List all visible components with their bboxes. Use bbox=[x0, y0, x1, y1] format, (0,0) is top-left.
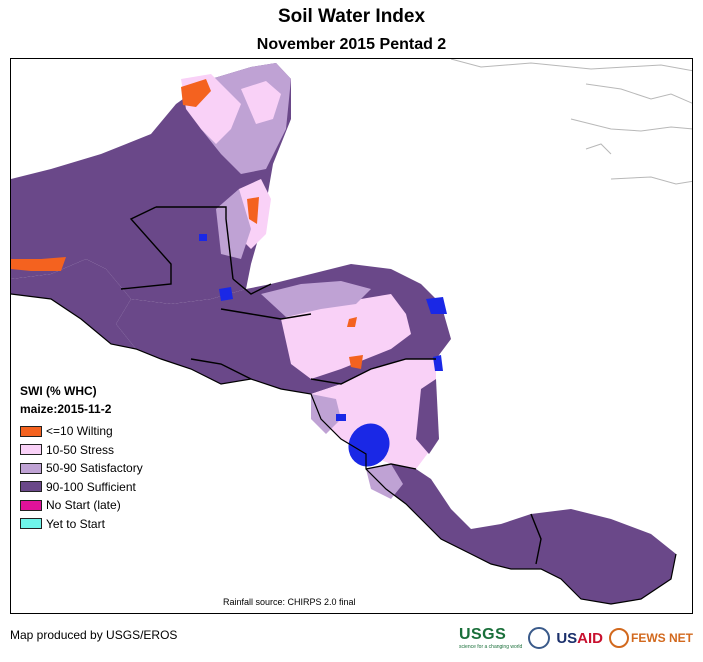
legend-swatch bbox=[20, 462, 42, 474]
usaid-logo-right: AID bbox=[577, 629, 603, 647]
map-canvas: Rainfall source: CHIRPS 2.0 final bbox=[11, 59, 692, 607]
fews-globe-icon bbox=[609, 628, 629, 648]
legend-label: <=10 Wilting bbox=[46, 424, 113, 439]
lake-nicaragua bbox=[348, 423, 390, 467]
region-satisfactory-costarica bbox=[366, 464, 403, 499]
fews-net-logo: FEWS NET bbox=[609, 628, 693, 648]
water-body bbox=[336, 414, 346, 421]
water-body bbox=[199, 234, 207, 241]
land-costarica-panama bbox=[366, 464, 676, 604]
legend-label: No Start (late) bbox=[46, 498, 121, 513]
usgs-logo-text: USGS bbox=[458, 626, 507, 643]
land-nicaragua bbox=[311, 359, 436, 469]
region-stress-honduras bbox=[281, 294, 411, 379]
legend-item: No Start (late) bbox=[20, 496, 143, 515]
country-borders bbox=[120, 206, 542, 565]
legend-label: 90-100 Sufficient bbox=[46, 479, 136, 494]
legend-label: 50-90 Satisfactory bbox=[46, 461, 143, 476]
map-frame: Rainfall source: CHIRPS 2.0 final bbox=[10, 58, 693, 614]
usaid-logo-left: US bbox=[556, 629, 578, 647]
legend-item: Yet to Start bbox=[20, 515, 143, 534]
usaid-seal-icon bbox=[528, 627, 551, 649]
fews-logo-text: FEWS NET bbox=[631, 631, 693, 645]
legend-item: <=10 Wilting bbox=[20, 422, 143, 441]
legend-swatch bbox=[20, 518, 42, 530]
region-wilting-west bbox=[11, 257, 66, 271]
region-sufficient-nicaragua-coast bbox=[416, 379, 439, 454]
rainfall-source: Rainfall source: CHIRPS 2.0 final bbox=[223, 597, 356, 607]
region-satisfactory-honduras bbox=[261, 281, 371, 317]
coastline bbox=[11, 293, 677, 605]
map-credit: Map produced by USGS/EROS bbox=[10, 628, 178, 642]
region-satisfactory-nicaragua bbox=[311, 394, 341, 434]
usgs-tagline: science for a changing world bbox=[458, 644, 523, 650]
region-wilting-honduras bbox=[347, 317, 357, 327]
logo-strip: USGS science for a changing world USAID … bbox=[459, 622, 693, 654]
legend-swatch bbox=[20, 499, 42, 511]
region-wilting-yucatan bbox=[181, 79, 211, 107]
legend: SWI (% WHC) maize:2015-11-2 <=10 Wilting… bbox=[20, 382, 143, 533]
legend-swatch bbox=[20, 481, 42, 493]
land-mexico-pacific bbox=[11, 259, 136, 349]
usaid-logo: USAID bbox=[556, 630, 603, 647]
region-wilting-honduras-south bbox=[349, 355, 363, 369]
legend-swatch bbox=[20, 425, 42, 437]
usgs-logo: USGS science for a changing world bbox=[459, 626, 522, 650]
legend-label: Yet to Start bbox=[46, 516, 105, 531]
water-body bbox=[219, 287, 233, 301]
water-body bbox=[426, 297, 447, 314]
legend-item: 50-90 Satisfactory bbox=[20, 459, 143, 478]
legend-swatch bbox=[20, 444, 42, 456]
map-subtitle: November 2015 Pentad 2 bbox=[256, 36, 447, 53]
caribbean-coastlines bbox=[450, 59, 692, 185]
legend-subtitle: maize:2015-11-2 bbox=[20, 402, 112, 416]
legend-title: SWI (% WHC) bbox=[20, 384, 97, 398]
legend-item: 10-50 Stress bbox=[20, 441, 143, 460]
region-stress-yucatan-east bbox=[241, 81, 281, 124]
legend-item: 90-100 Sufficient bbox=[20, 478, 143, 497]
region-wilting-belize bbox=[247, 197, 259, 224]
map-title: Soil Water Index bbox=[277, 6, 426, 27]
legend-label: 10-50 Stress bbox=[46, 442, 115, 457]
